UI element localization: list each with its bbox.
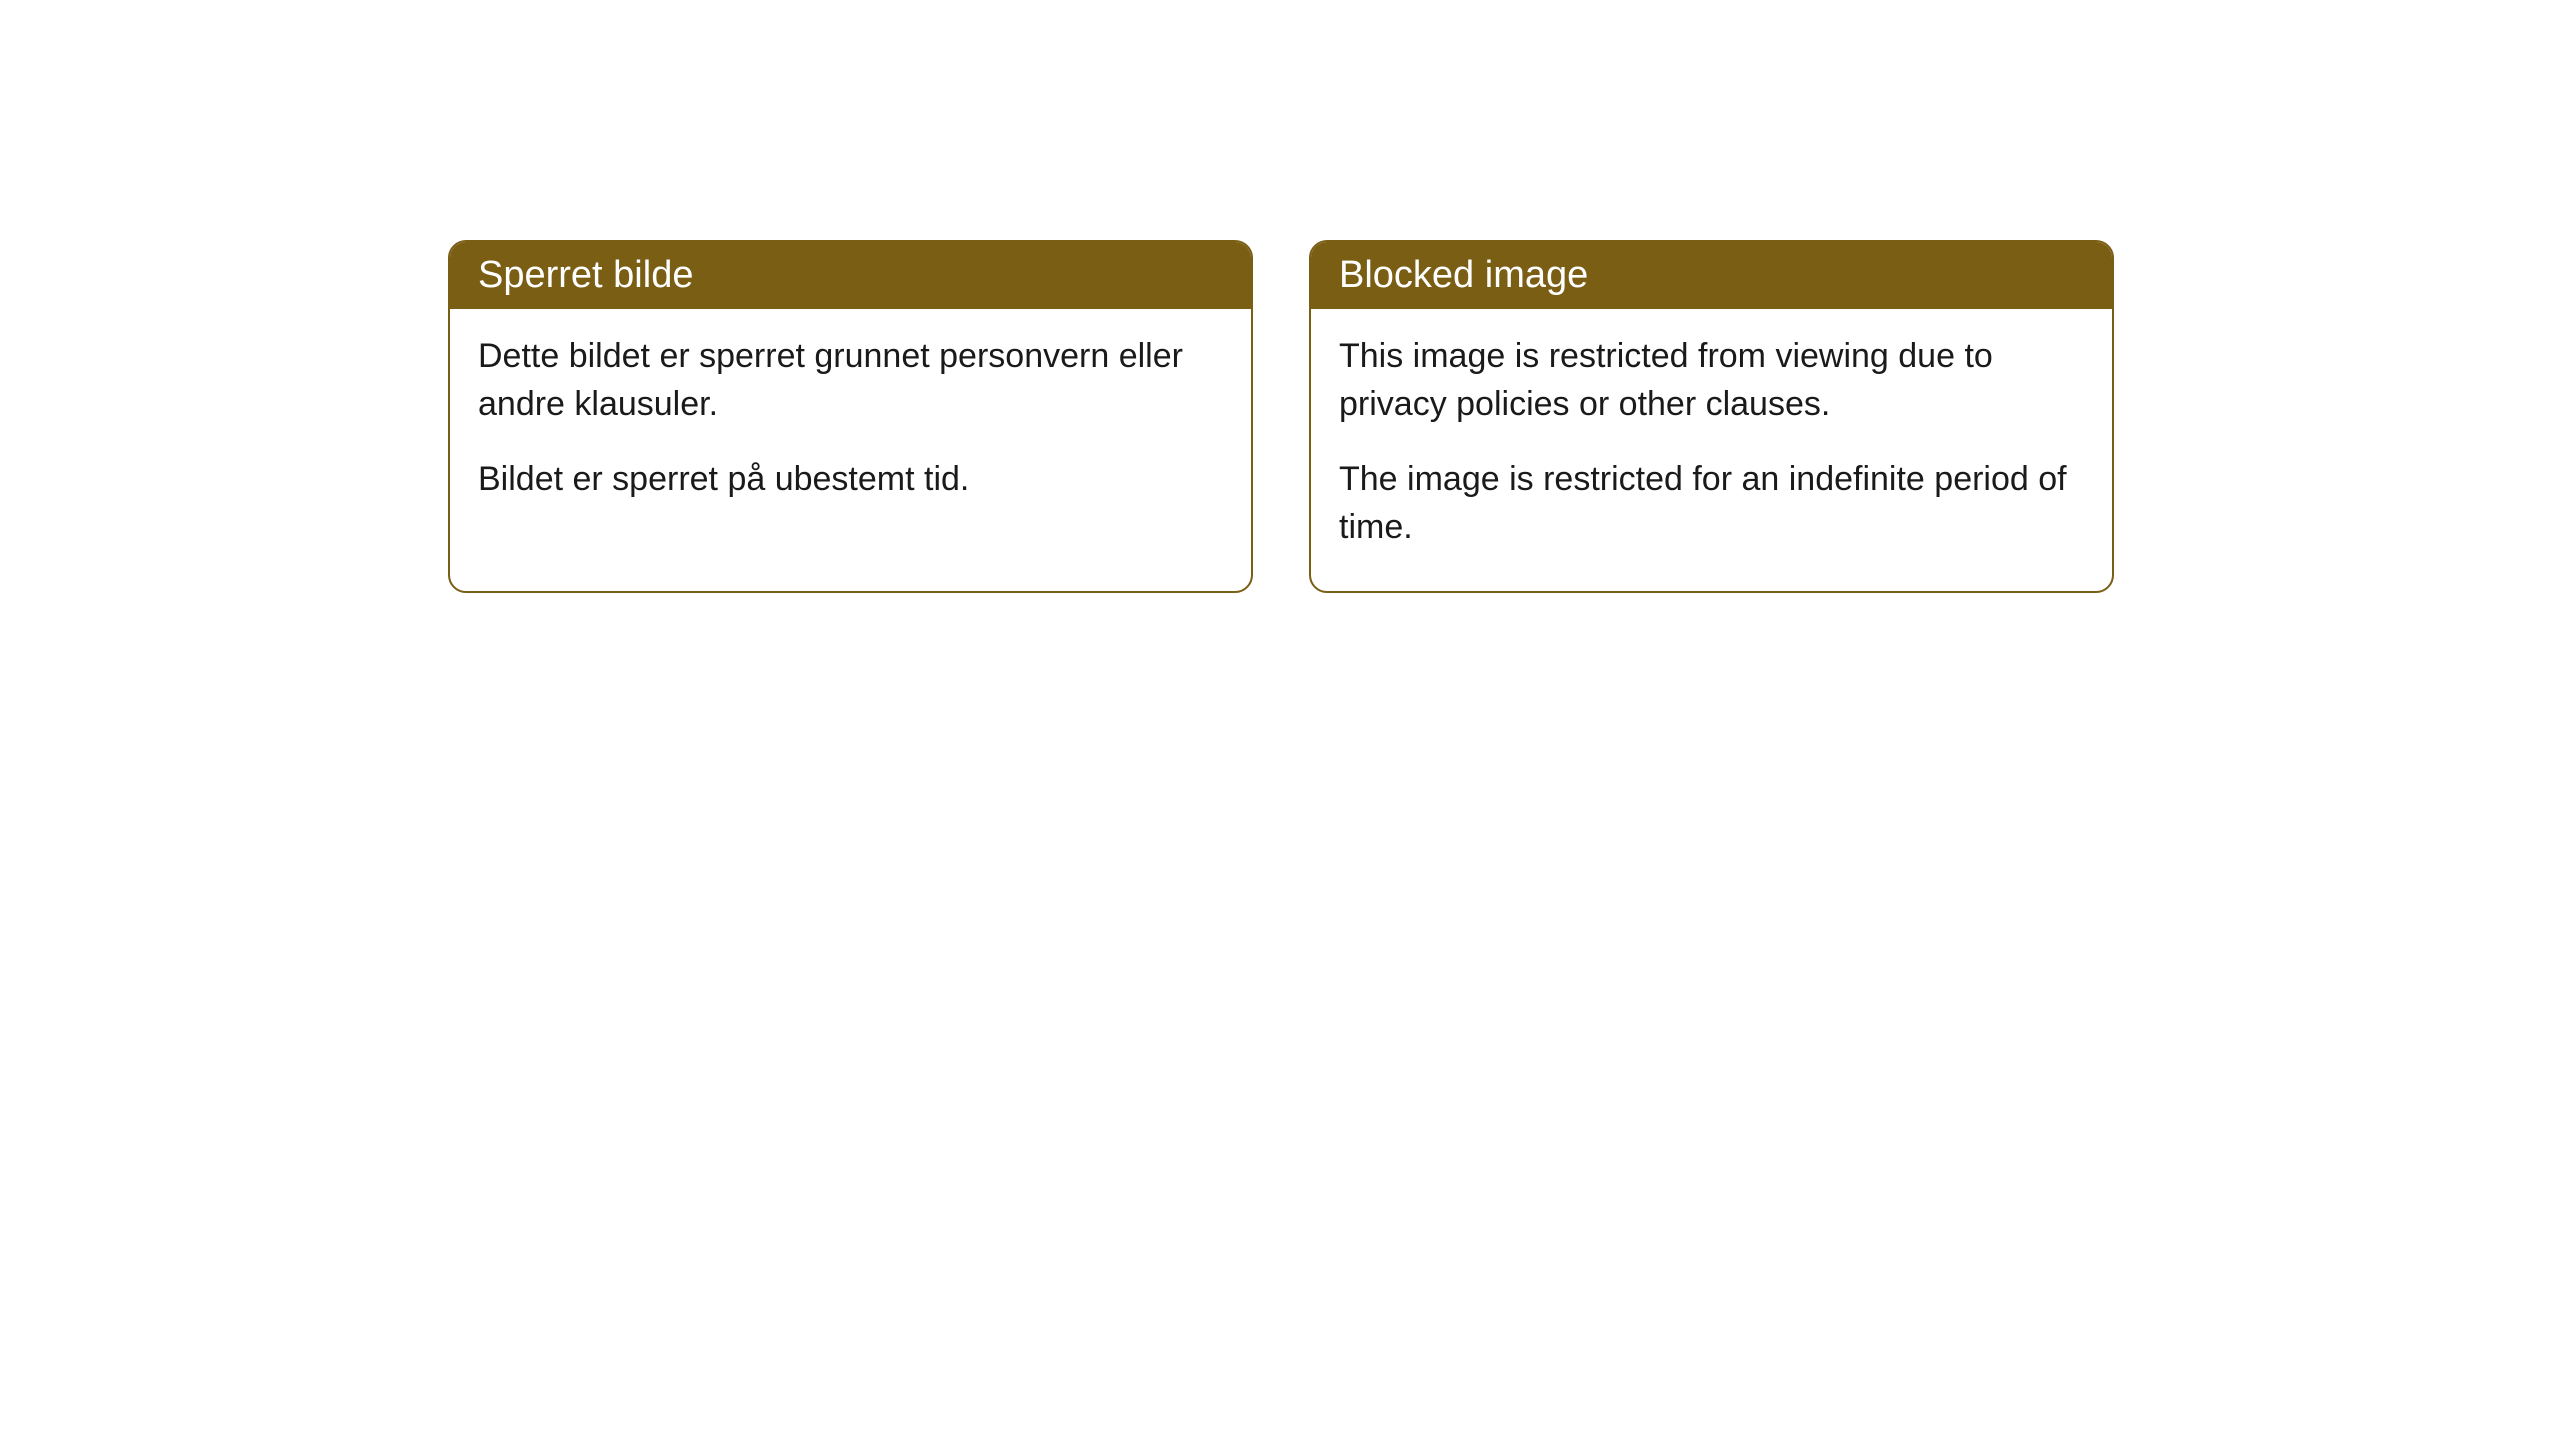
notice-cards-container: Sperret bilde Dette bildet er sperret gr…: [448, 240, 2114, 593]
card-title: Sperret bilde: [478, 254, 693, 296]
card-paragraph-1: This image is restricted from viewing du…: [1339, 333, 2084, 428]
card-header-english: Blocked image: [1311, 242, 2112, 309]
card-body-norwegian: Dette bildet er sperret grunnet personve…: [450, 309, 1251, 544]
card-paragraph-2: Bildet er sperret på ubestemt tid.: [478, 456, 1223, 504]
card-title: Blocked image: [1339, 254, 1588, 296]
blocked-image-card-english: Blocked image This image is restricted f…: [1309, 240, 2114, 593]
card-paragraph-2: The image is restricted for an indefinit…: [1339, 456, 2084, 551]
card-header-norwegian: Sperret bilde: [450, 242, 1251, 309]
blocked-image-card-norwegian: Sperret bilde Dette bildet er sperret gr…: [448, 240, 1253, 593]
card-paragraph-1: Dette bildet er sperret grunnet personve…: [478, 333, 1223, 428]
card-body-english: This image is restricted from viewing du…: [1311, 309, 2112, 591]
